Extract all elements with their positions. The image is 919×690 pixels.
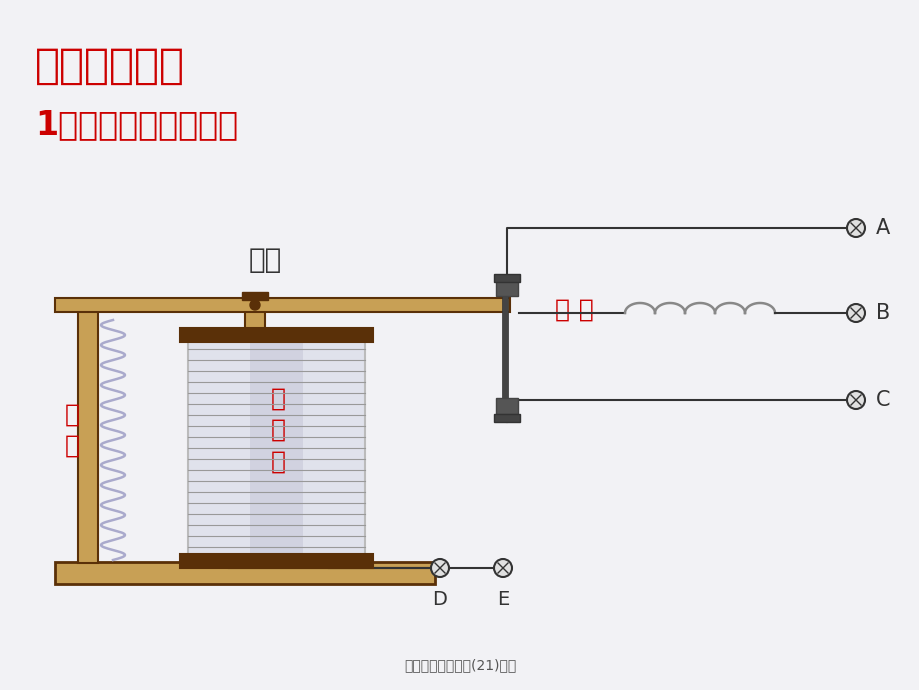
Bar	[242, 292, 267, 300]
Bar	[244, 305, 265, 565]
Bar	[495, 280, 517, 296]
Text: B: B	[875, 303, 890, 323]
Text: D: D	[432, 590, 447, 609]
Text: 1、电磁继电器的构造: 1、电磁继电器的构造	[35, 108, 238, 141]
Circle shape	[250, 300, 260, 310]
Circle shape	[430, 559, 448, 577]
Text: 衔铁: 衔铁	[248, 246, 281, 274]
Text: 电磁继电器扬声器(21)课件: 电磁继电器扬声器(21)课件	[403, 658, 516, 672]
Bar	[250, 338, 302, 558]
Bar	[494, 414, 519, 422]
Bar	[494, 274, 519, 282]
Bar	[187, 338, 365, 558]
Bar	[502, 296, 507, 398]
Text: 三、新课教学: 三、新课教学	[35, 45, 185, 87]
Text: 弹
簧: 弹 簧	[64, 402, 79, 457]
Circle shape	[846, 219, 864, 237]
Bar	[55, 562, 435, 584]
Text: 电
磁
铁: 电 磁 铁	[270, 386, 285, 473]
Bar	[180, 328, 372, 342]
Bar	[180, 554, 372, 568]
Circle shape	[846, 304, 864, 322]
Text: E: E	[496, 590, 508, 609]
Text: A: A	[875, 218, 890, 238]
Text: C: C	[875, 390, 890, 410]
Bar	[78, 305, 98, 563]
Circle shape	[494, 559, 512, 577]
Bar	[495, 398, 517, 414]
Circle shape	[846, 391, 864, 409]
Text: 触 点: 触 点	[554, 298, 593, 322]
Bar	[55, 298, 509, 312]
